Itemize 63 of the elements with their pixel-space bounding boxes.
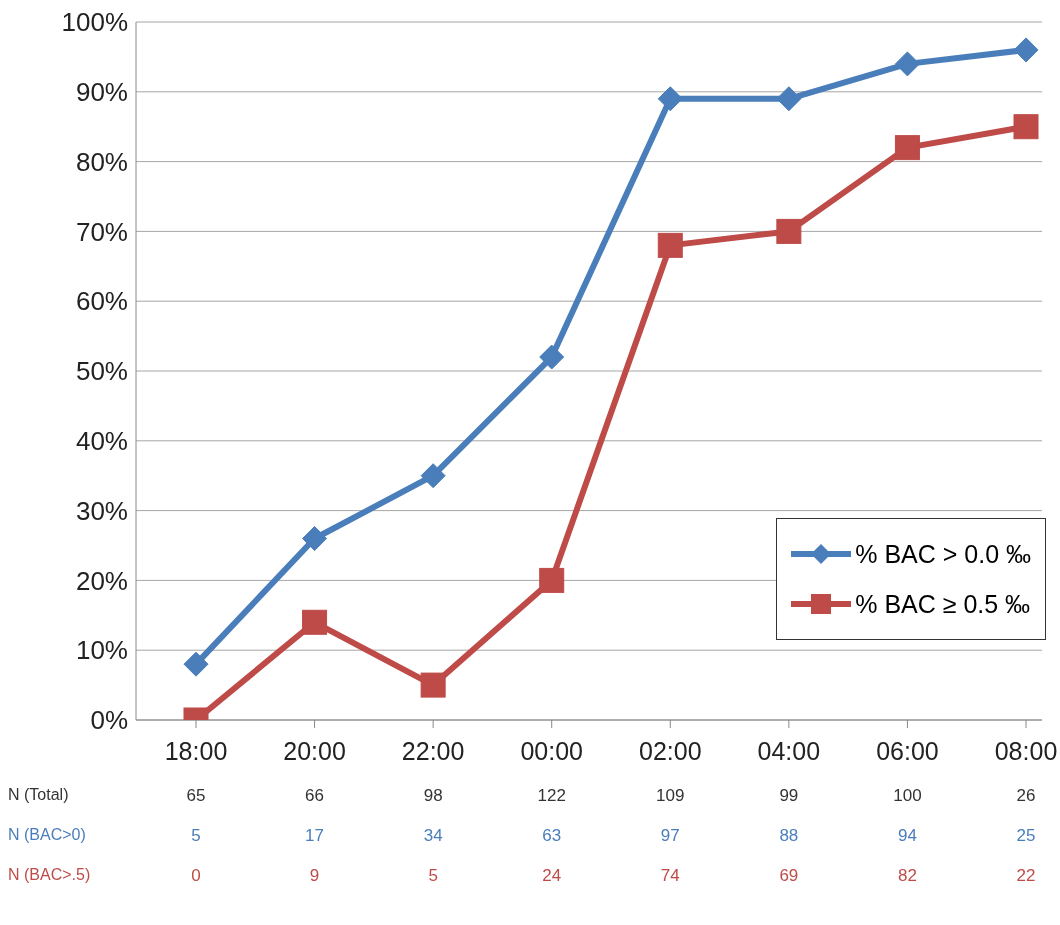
y-tick-label: 30%	[75, 495, 128, 526]
point	[420, 672, 446, 698]
x-tick-label: 08:00	[994, 736, 1058, 765]
text: 69	[778, 866, 800, 886]
text: 97	[659, 826, 681, 846]
x-tick-label: 06:00	[876, 736, 939, 765]
x-tick-label: 04:00	[757, 736, 821, 765]
point	[657, 86, 683, 112]
text: 98	[422, 786, 444, 806]
y-tick-label: 60%	[75, 286, 128, 317]
point	[302, 526, 328, 552]
legend-label: % BAC > 0.0 ‰	[855, 539, 1031, 569]
x-tick-label: 20:00	[283, 736, 346, 765]
y-tick-label: 100%	[61, 7, 128, 38]
text: 100	[892, 786, 923, 806]
y-tick-label: 70%	[75, 216, 128, 247]
text: 99	[778, 786, 800, 806]
text: 9	[308, 866, 321, 886]
text: 17	[304, 826, 325, 846]
text: 5	[190, 826, 202, 846]
point	[539, 344, 565, 370]
x-tick-label: 18:00	[164, 736, 228, 765]
point	[539, 567, 565, 593]
y-tick-label: 0%	[90, 705, 128, 736]
text: 109	[655, 786, 686, 806]
text: 24	[541, 866, 563, 886]
text: N (Total)	[8, 786, 69, 804]
text: 65	[185, 786, 207, 806]
text: 94	[896, 826, 918, 846]
text: 122	[536, 786, 567, 806]
text: N (BAC>.5)	[8, 866, 91, 884]
text: 63	[541, 826, 563, 846]
point	[776, 218, 802, 244]
text: 26	[1015, 786, 1037, 806]
y-tick-label: 90%	[75, 77, 128, 108]
point	[894, 51, 920, 77]
legend-label: % BAC ≥ 0.5 ‰	[855, 589, 1031, 619]
text: 88	[778, 826, 800, 846]
point	[1013, 114, 1039, 140]
point	[183, 651, 209, 677]
text: N (BAC>0)	[8, 826, 86, 844]
text: 34	[422, 826, 444, 846]
text: 82	[896, 866, 918, 886]
point	[894, 135, 920, 161]
point	[776, 86, 802, 112]
text: 5	[427, 866, 439, 886]
text: 22	[1015, 866, 1037, 886]
point	[420, 463, 446, 489]
y-tick-label: 40%	[75, 426, 128, 457]
text: 25	[1015, 826, 1037, 846]
y-tick-label: 50%	[75, 356, 128, 387]
text: 0	[190, 866, 202, 886]
x-tick-label: 02:00	[639, 736, 702, 765]
point	[1013, 37, 1039, 63]
y-tick-label: 10%	[75, 635, 128, 666]
y-tick-label: 80%	[75, 146, 128, 177]
x-tick-label: 22:00	[401, 736, 465, 765]
point	[657, 232, 683, 258]
point	[302, 609, 328, 635]
text: 74	[659, 866, 681, 886]
text: 66	[304, 786, 325, 806]
y-tick-label: 20%	[75, 565, 128, 596]
x-tick-label: 00:00	[520, 736, 583, 765]
